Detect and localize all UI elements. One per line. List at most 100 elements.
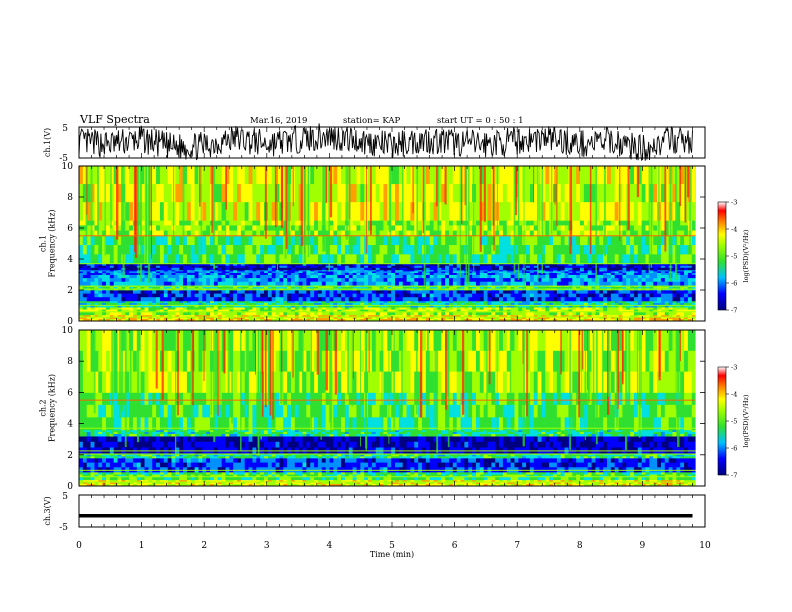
spectrogram-cell [468,300,473,304]
spectrogram-cell [341,265,346,269]
spectrogram-cell [568,286,573,289]
spectrogram-cell [668,293,673,298]
spectrogram-cell [672,274,677,279]
spectrogram-cell [90,304,95,308]
spectrogram-cell [545,274,550,279]
spectrogram-cell [395,166,400,185]
spectrogram-cell [352,230,357,237]
spectrogram-cell [279,265,284,269]
spectrogram-cell [526,307,531,311]
spectrogram-cell [125,293,130,298]
spectrogram-cell [183,281,188,286]
spectrogram-cell [186,307,192,311]
spectrogram-cell [144,281,149,286]
spectrogram-cell [82,290,88,295]
spectrogram-cell [506,265,512,269]
spectrogram-cell [213,274,219,279]
spectrogram-cell [660,297,666,302]
spectrogram-cell [549,304,554,308]
spectrogram-cell [117,297,122,302]
spectrogram-cell [314,290,319,295]
spectrogram-cell [448,230,454,237]
spectrogram-cell [375,316,380,320]
spectrogram-cell [79,166,84,185]
spectrogram-cell [618,263,623,267]
spectrogram-cell [518,286,523,289]
spectrogram-cell [472,263,477,267]
spectrogram-cell [580,281,585,286]
spectrogram-cell [437,235,442,246]
spectrogram-cell [210,254,215,265]
spectrogram-cell [314,230,319,237]
spectrogram-cell [317,307,323,311]
spectrogram-cell [657,302,662,306]
spectrogram-cell [283,278,288,283]
spectrogram-cell [437,302,442,306]
spectrogram-cell [140,281,145,286]
spectrogram-cell [356,225,361,231]
spectrogram-cell [144,314,149,318]
spectrogram-cell [545,263,550,267]
spectrogram-cell [379,281,384,286]
spectrogram-cell [545,225,550,231]
spectrogram-cell [344,293,350,298]
spectrogram-cell [533,318,538,322]
spectrogram-cell [641,316,646,320]
spectrogram-cell [190,304,196,308]
spectrogram-cell [684,225,689,231]
spectrogram-cell [425,318,431,322]
spectrogram-cell [237,304,242,308]
spectrogram-cell [368,245,373,255]
spectrogram-cell [213,316,219,320]
spectrogram-cell [329,302,334,306]
spectrogram-cell [580,235,585,246]
spectrogram-cell [198,293,203,298]
spectrogram-cell [121,300,126,304]
spectrogram-cell [630,314,635,318]
spectrogram-cell [271,316,276,320]
spectrogram-cell [649,316,654,320]
spectrogram-cell [179,267,184,271]
spectrogram-cell [156,302,161,306]
spectrogram-cell [198,269,203,272]
spectrogram-cell [541,304,546,308]
spectrogram-cell [352,312,357,316]
spectrogram-cell [233,254,238,265]
spectrogram-cell [437,281,442,286]
spectrogram-cell [298,274,303,279]
spectrogram-cell [398,297,404,302]
spectrogram-cell [298,304,303,308]
spectrogram-cell [125,272,130,275]
spectrogram-cell [306,312,311,316]
spectrogram-cell [495,304,500,308]
spectrogram-cell [82,245,88,255]
spectrogram-cell [425,316,431,320]
spectrogram-cell [271,302,276,306]
spectrogram-cell [156,318,161,322]
spectrogram-cell [664,245,670,255]
spectrogram-cell [221,314,226,318]
spectrogram-cell [105,225,111,231]
spectrogram-cell [202,254,207,265]
spectrogram-cell [79,297,84,302]
spectrogram-cell [587,269,592,272]
spectrogram-cell [479,297,485,302]
spectrogram-cell [206,297,211,302]
spectrogram-cell [414,307,419,311]
spectrogram-cell [406,271,411,274]
spectrogram-cell [344,269,350,272]
spectrogram-cell [510,312,515,316]
spectrogram-cell [290,230,296,237]
spectrogram-cell [456,225,461,231]
spectrogram-cell [129,300,134,304]
spectrogram-cell [271,290,276,295]
spectrogram-cell [576,225,581,231]
spectrogram-cell [190,312,196,316]
spectrogram-cell [522,293,527,298]
spectrogram-cell [90,302,95,306]
spectrogram-cell [653,290,658,295]
spectrogram-cell [633,293,639,298]
spectrogram-cell [553,297,558,302]
spectrogram-cell [641,267,646,271]
spectrogram-cell [317,304,323,308]
